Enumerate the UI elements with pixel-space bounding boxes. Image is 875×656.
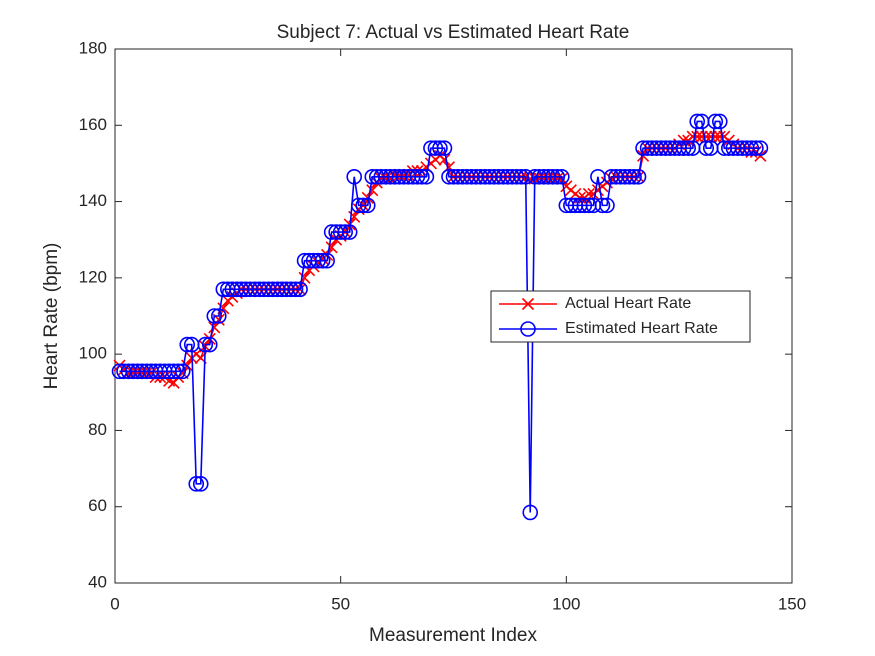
y-tick-label: 120 [79,267,107,286]
data-point [549,168,566,185]
legend: Actual Heart Rate Estimated Heart Rate [490,290,751,343]
data-point [752,140,769,156]
data-point [748,140,764,156]
data-point [211,308,227,324]
data-point [355,197,372,214]
x-tick-label: 150 [778,594,806,613]
data-point [310,252,326,269]
data-point [700,130,713,143]
legend-label: Estimated Heart Rate [565,320,718,337]
data-point [414,168,430,185]
data-point [341,224,358,240]
data-point [208,321,221,334]
x-tick-label: 100 [552,594,580,613]
y-tick-label: 80 [88,420,107,439]
data-point [359,197,376,214]
data-point [594,197,611,214]
y-tick-label: 40 [88,572,107,591]
data-point [554,168,570,185]
x-tick-label: 50 [331,594,350,613]
data-point [167,376,180,389]
data-point [192,476,209,492]
data-point [704,130,717,143]
data-point [711,113,728,130]
data-point [409,168,426,185]
data-point [675,140,692,156]
data-point [197,336,214,353]
x-tick-label: 0 [110,594,119,613]
y-tick-label: 180 [79,38,107,57]
data-point [522,504,539,521]
data-point [332,224,349,240]
data-point [165,363,182,380]
data-point [337,224,353,240]
y-axis-label: Heart Rate (bpm) [41,243,62,390]
data-point [366,184,379,197]
chart-title: Subject 7: Actual vs Estimated Heart Rat… [277,22,630,43]
data-point [206,308,223,324]
data-point [319,252,335,269]
legend-marker [521,297,535,311]
data-point [314,252,331,269]
data-point [201,336,218,353]
y-tick-label: 160 [79,115,107,134]
data-point [179,336,196,353]
data-point [174,363,191,380]
data-point [743,140,760,156]
legend-marker [520,321,536,337]
data-point [188,476,205,492]
legend-label: Actual Heart Rate [565,295,691,312]
data-point [544,168,561,185]
data-point [350,197,367,214]
data-point [283,281,299,298]
data-point [680,140,696,156]
y-tick-label: 140 [79,191,107,210]
data-point [170,363,186,380]
data-point [707,113,724,130]
data-point [630,168,647,185]
data-point [698,140,715,156]
data-point [621,168,638,185]
y-tick-label: 60 [88,496,107,515]
data-point [686,130,699,143]
data-point [689,113,706,130]
data-point [599,197,615,214]
data-point [346,168,363,185]
data-point [436,140,453,156]
x-axis-label: Measurement Index [369,625,537,646]
data-point [438,153,451,166]
data-point [427,140,444,156]
data-point [418,168,435,185]
y-tick-label: 100 [79,344,107,363]
data-point [287,281,304,298]
data-point [582,187,595,201]
data-point [626,168,642,185]
data-point [292,281,308,298]
data-point [432,140,448,156]
data-point [576,197,593,214]
data-point [508,168,525,185]
